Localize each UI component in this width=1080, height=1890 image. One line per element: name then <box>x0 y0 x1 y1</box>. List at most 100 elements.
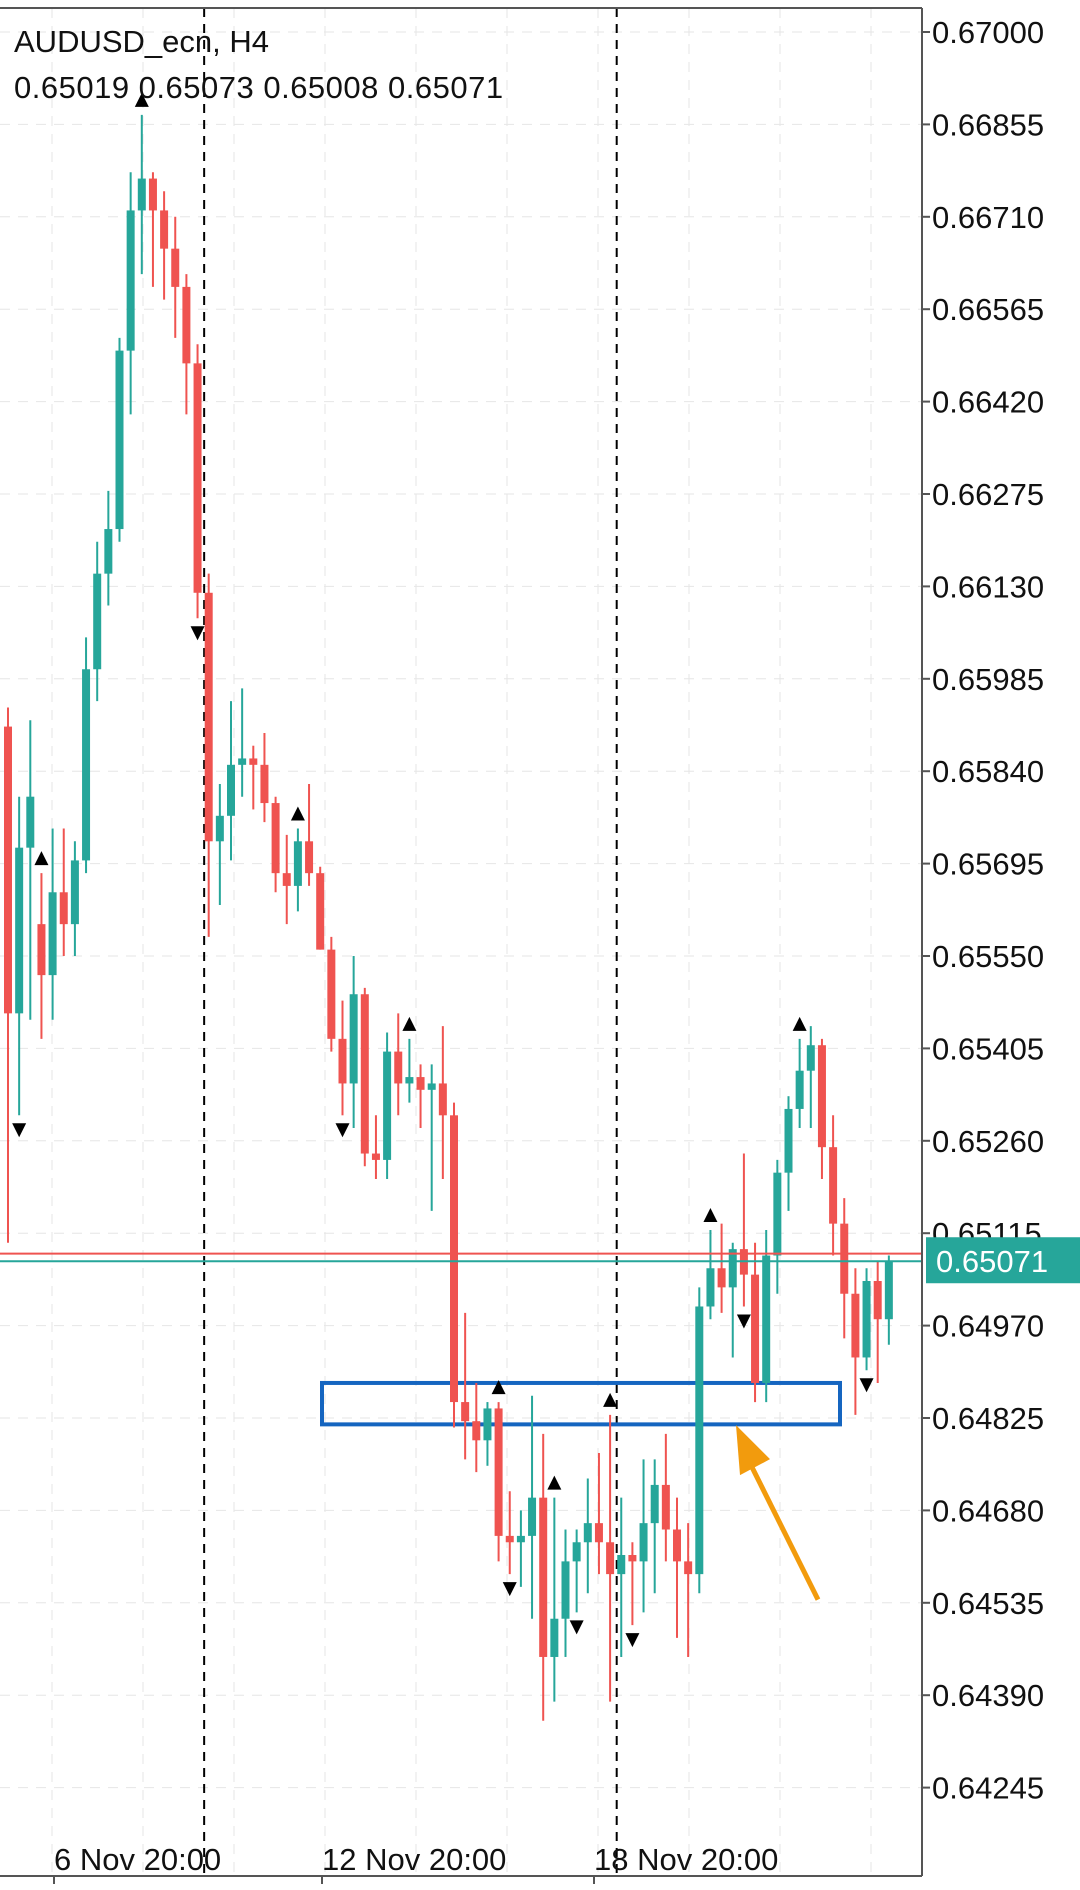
candle <box>260 732 269 823</box>
candle-body <box>606 1542 615 1575</box>
fractal-up-marker <box>603 1392 618 1407</box>
price-tick-label: 0.64535 <box>932 1586 1044 1621</box>
fractal-up-marker <box>134 92 149 107</box>
candle <box>695 1287 704 1594</box>
candle <box>483 1402 492 1466</box>
candle <box>360 987 369 1167</box>
candle <box>37 873 46 1039</box>
candle-body <box>673 1529 681 1562</box>
price-tick-label: 0.66855 <box>932 107 1044 142</box>
time-axis: 6 Nov 20:00 12 Nov 20:00 18 Nov 20:00 <box>53 1842 778 1884</box>
candle <box>227 701 235 861</box>
candle <box>773 1159 782 1294</box>
candle-body <box>215 815 224 842</box>
candle <box>639 1459 648 1613</box>
candle <box>93 541 102 702</box>
candle-body <box>539 1497 548 1657</box>
ohlc-values: 0.65019 0.65073 0.65008 0.65071 <box>14 70 504 105</box>
candle-body <box>416 1077 425 1090</box>
candle-body <box>661 1484 670 1530</box>
price-tick-label: 0.64390 <box>932 1678 1044 1713</box>
candle <box>215 783 224 906</box>
fractal-down-marker <box>335 1123 350 1138</box>
candle <box>873 1261 882 1383</box>
candle <box>650 1459 659 1594</box>
candle-body <box>438 1083 447 1116</box>
candle-body <box>82 669 91 861</box>
candle <box>182 274 191 415</box>
time-tick-label: 18 Nov 20:00 <box>594 1842 778 1877</box>
candle <box>148 172 157 287</box>
candle-body <box>817 1045 826 1148</box>
candle-body <box>271 803 280 874</box>
candle <box>617 1497 626 1657</box>
candle-body <box>37 924 46 976</box>
price-tick-label: 0.66130 <box>932 569 1044 604</box>
candle-body <box>583 1523 592 1543</box>
candle-body <box>505 1535 514 1543</box>
candle-body <box>862 1280 871 1358</box>
candle-body <box>516 1535 525 1543</box>
candle <box>394 1013 403 1116</box>
candle <box>171 216 180 338</box>
candle <box>427 1064 436 1211</box>
current-price-value: 0.65071 <box>936 1244 1048 1279</box>
candle <box>840 1198 849 1339</box>
candle <box>204 573 213 937</box>
candle-body <box>572 1542 581 1562</box>
candle <box>160 191 169 300</box>
candle-body <box>840 1223 849 1294</box>
fractal-down-marker <box>625 1633 640 1648</box>
candle-body <box>115 350 124 530</box>
price-tick-label: 0.66565 <box>932 292 1044 327</box>
candle-body <box>762 1255 771 1383</box>
fractal-up-marker <box>290 806 305 821</box>
candle-body <box>795 1070 804 1109</box>
candle <box>717 1223 726 1313</box>
candle-body <box>494 1408 503 1536</box>
candle <box>606 1414 615 1702</box>
candle-body <box>873 1280 882 1320</box>
fractal-up-marker <box>402 1016 417 1031</box>
candle <box>115 337 124 542</box>
candle-body <box>695 1306 704 1575</box>
price-tick-label: 0.64970 <box>932 1309 1044 1344</box>
candle-body <box>884 1261 893 1320</box>
fractal-down-marker <box>859 1378 874 1393</box>
candle-body <box>204 592 213 842</box>
candle <box>594 1453 603 1575</box>
candle <box>371 1115 380 1180</box>
candle-body <box>784 1108 793 1173</box>
candle <box>338 1000 347 1116</box>
candle-body <box>104 529 113 574</box>
candle-body <box>282 873 291 886</box>
price-tick-label: 0.65405 <box>932 1031 1044 1066</box>
fractal-up-marker <box>547 1475 562 1490</box>
fractal-down-marker <box>569 1620 584 1635</box>
candle <box>751 1242 760 1403</box>
fractal-down-marker <box>736 1314 751 1329</box>
candle <box>15 796 24 1116</box>
candle <box>539 1433 548 1721</box>
candle-body <box>137 178 146 211</box>
time-tick-label: 12 Nov 20:00 <box>322 1842 506 1877</box>
price-tick-label: 0.65985 <box>932 662 1044 697</box>
candle <box>438 1026 447 1180</box>
candle-body <box>650 1484 659 1524</box>
candle <box>706 1230 715 1320</box>
candle <box>405 1038 414 1103</box>
price-tick-label: 0.65840 <box>932 754 1044 789</box>
candle <box>26 720 35 1020</box>
fractal-up-marker <box>792 1016 807 1031</box>
candle-body <box>26 796 35 848</box>
candle <box>817 1038 826 1180</box>
candle <box>494 1402 503 1562</box>
candle-body <box>427 1083 436 1090</box>
candle <box>829 1115 838 1256</box>
zone-rectangle <box>320 1380 842 1427</box>
candle <box>4 707 12 1243</box>
candle <box>673 1497 681 1638</box>
candle-body <box>461 1402 470 1422</box>
candle <box>48 828 57 1020</box>
